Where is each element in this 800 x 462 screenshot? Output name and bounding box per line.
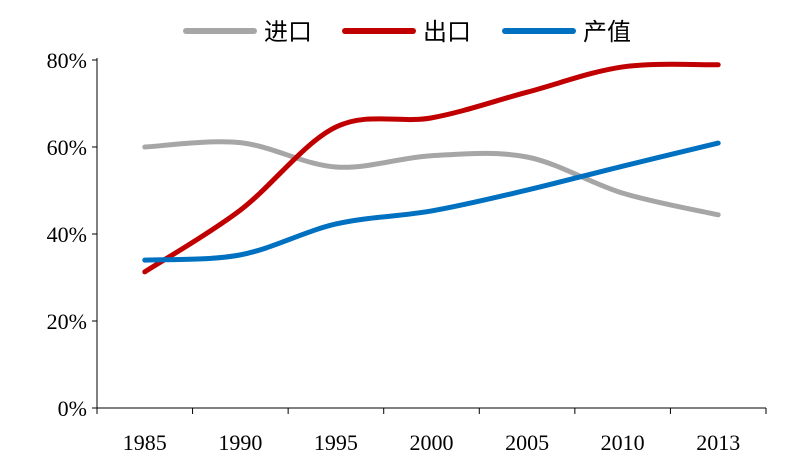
x-tick-label: 2013 <box>696 430 740 455</box>
x-tick-label: 2000 <box>410 430 454 455</box>
series-line-1 <box>142 61 721 275</box>
x-tick-label: 2005 <box>505 430 549 455</box>
y-tick-label: 40% <box>47 222 87 247</box>
x-tick-label: 1995 <box>314 430 358 455</box>
y-tick-label: 0% <box>58 396 87 421</box>
legend-label: 进口 <box>264 20 312 46</box>
legend-label: 出口 <box>423 19 471 46</box>
y-tick-label: 20% <box>47 309 87 334</box>
series-line-2 <box>142 140 721 263</box>
x-tick-label: 1990 <box>218 430 262 455</box>
series-line-0 <box>142 139 721 218</box>
legend-label: 产值 <box>583 19 631 46</box>
x-tick-label: 1985 <box>123 430 167 455</box>
y-tick-label: 60% <box>47 135 87 160</box>
x-tick-label: 2010 <box>601 430 645 455</box>
y-tick-label: 80% <box>47 48 87 73</box>
